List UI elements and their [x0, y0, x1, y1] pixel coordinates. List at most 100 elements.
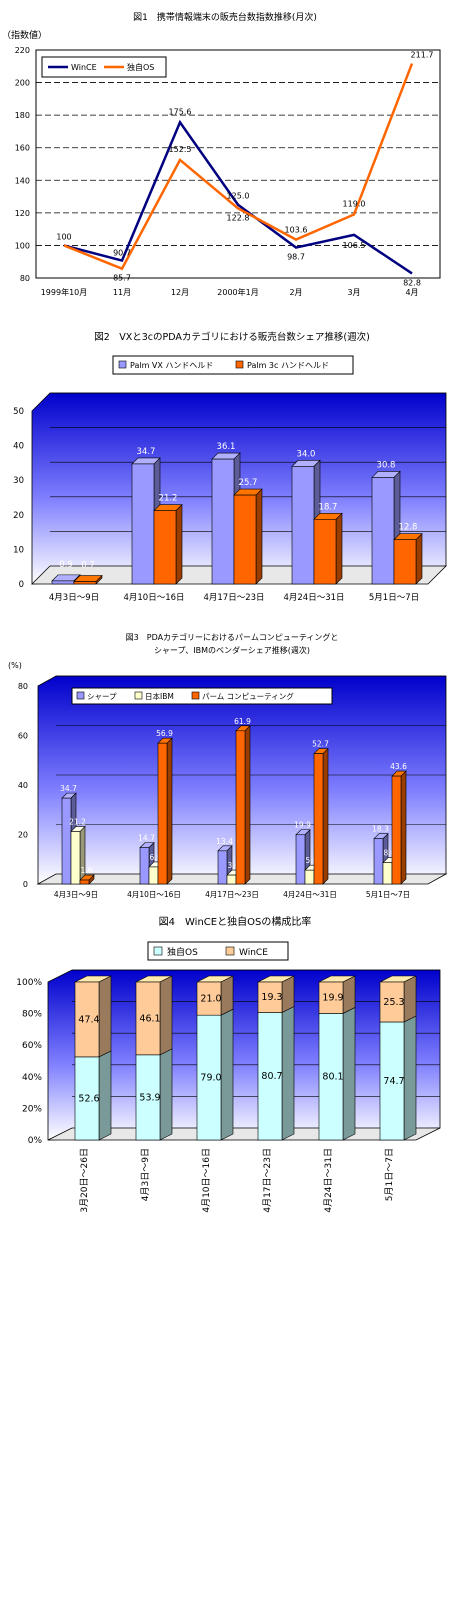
- chart-2-ytick-label: 30: [13, 476, 24, 486]
- chart-3-legend: シャープ 日本IBM パーム コンピューティング: [71, 687, 333, 705]
- chart-2-bar-palm-3c-side: [335, 512, 343, 585]
- chart-2-bar-palm-3c-side: [175, 503, 183, 585]
- chart-2-bar-palm-vx: [51, 580, 75, 585]
- chart-2: 図2 VXと3cのPDAカテゴリにおける販売台数シェア推移(週次) Palm V…: [13, 331, 447, 603]
- chart-2-xtick-label: 4月3日～9日: [49, 593, 99, 603]
- chart-4-xtick-label: 4月24日～31日: [323, 1148, 334, 1213]
- chart-4-bar-wince-side: [403, 975, 417, 1023]
- chart-4-bar-wince-side: [159, 975, 173, 1056]
- chart-4-bar-wince-side: [98, 975, 112, 1058]
- chart-4-bar-wince: [74, 981, 100, 1058]
- chart-4-ytick-label: 80%: [22, 1010, 42, 1020]
- chart-3-data-label: 6.9: [150, 853, 162, 862]
- chart-1-series-dokuji-os-line: [63, 63, 414, 271]
- chart-2-ytick-label: 50: [13, 407, 24, 417]
- chart-4: 図4 WinCEと独自OSの構成比率 独自OS WinCE 0% 20% 40% 60…: [16, 915, 441, 1213]
- chart-2-bar-palm-3c: [393, 539, 417, 585]
- chart-3-data-label: 14.7: [138, 834, 155, 843]
- chart-4-xtick-label: 4月17日～23日: [262, 1148, 273, 1213]
- chart-2-data-label: 30.8: [377, 460, 396, 470]
- chart-2-xtick-label: 5月1日～7日: [369, 593, 419, 603]
- chart-3-xtick-label: 4月10日～16日: [127, 890, 181, 899]
- legend-label-dokuji-os-4: 独自OS: [167, 946, 198, 958]
- chart-3-data-label: 3.6: [228, 861, 240, 870]
- chart-4-bar-dokuji-os: [74, 1056, 100, 1141]
- chart-4-bar-wince: [318, 981, 344, 1014]
- legend-swatch-dokuji-os-4: [153, 946, 163, 956]
- chart-3-data-label: 8.6: [384, 849, 396, 858]
- chart-3-bar-palm-computing-side: [322, 747, 329, 885]
- chart-1-ytick-label: 120: [15, 209, 30, 218]
- chart-4-ytick-label: 40%: [22, 1073, 42, 1083]
- chart-2-bar-palm-vx: [291, 466, 315, 585]
- chart-3-bar-palm-computing: [157, 742, 168, 885]
- chart-4-bar-dokuji-os: [318, 1013, 344, 1141]
- chart-3-bar-ibm: [382, 862, 393, 885]
- chart-4-data-label: 74.7: [383, 1076, 404, 1087]
- chart-1-data-label: 211.7: [411, 51, 434, 60]
- chart-4-xtick-label: 3月20日～26日: [79, 1148, 90, 1213]
- chart-3-ytick-label: 60: [18, 732, 28, 741]
- legend-swatch-palm-computing: [191, 691, 200, 700]
- chart-3-data-label: 56.9: [156, 729, 173, 738]
- chart-2-ytick-label: 10: [13, 545, 24, 555]
- chart-1-ylabel: （指数値）: [2, 29, 47, 41]
- chart-4-bar-wince: [379, 981, 405, 1023]
- chart-3-data-label: 19.9: [294, 821, 311, 830]
- chart-1-series-wince-line: [63, 119, 413, 275]
- chart-4-ytick-label: 100%: [16, 978, 42, 988]
- chart-4-title: 図4 WinCEと独自OSの構成比率: [159, 915, 312, 928]
- legend-swatch-ibm: [134, 691, 143, 700]
- chart-1-data-label: 103.6: [285, 226, 308, 235]
- chart-1-data-label: 152.5: [169, 145, 192, 154]
- chart-3: 図3 PDAカテゴリーにおけるパームコンピューティングと シャープ、IBMのベン…: [8, 632, 448, 899]
- chart-4-bar-dokuji-os-side: [403, 1015, 417, 1141]
- chart-4-bar-wince: [257, 981, 283, 1013]
- chart-4-bar-wince: [196, 981, 222, 1016]
- chart-2-xtick-label: 4月24日～31日: [283, 593, 344, 603]
- chart-3-data-label: 5.6: [306, 856, 318, 865]
- chart-1-xtick-label: 11月: [113, 288, 131, 297]
- chart-3-ytick-label: 40: [18, 781, 28, 790]
- legend-label-wince: WinCE: [71, 63, 97, 72]
- chart-3-bar-ibm: [304, 869, 315, 885]
- chart-3-xtick-label: 4月3日～9日: [54, 890, 98, 899]
- chart-4-data-label: 80.1: [322, 1072, 343, 1083]
- chart-2-bar-palm-3c-side: [415, 532, 423, 585]
- chart-3-data-label: 34.7: [60, 784, 77, 793]
- chart-4-bar-dokuji-os-side: [342, 1006, 356, 1141]
- chart-1-ytick-label: 220: [15, 46, 30, 55]
- chart-4-data-label: 19.9: [322, 993, 343, 1004]
- chart-2-xtick-label: 4月17日～23日: [203, 593, 264, 603]
- chart-2-data-label: 34.0: [297, 449, 316, 459]
- legend-label-palm-3c: Palm 3c ハンドヘルド: [247, 361, 329, 370]
- chart-2-data-label: 25.7: [239, 478, 258, 488]
- chart-3-bar-sharp: [373, 838, 384, 885]
- chart-4-ytick-label: 20%: [22, 1104, 42, 1114]
- chart-1-data-label: 85.7: [113, 274, 131, 283]
- chart-4-bar-dokuji-os-side: [98, 1050, 112, 1141]
- chart-3-ytick-label: 80: [18, 682, 28, 691]
- chart-3-bar-palm-computing: [79, 879, 90, 885]
- chart-4-data-label: 21.0: [200, 994, 221, 1005]
- chart-4-data-label: 46.1: [139, 1013, 160, 1024]
- chart-4-xtick-label: 4月3日～9日: [140, 1148, 151, 1201]
- chart-2-bar-palm-3c-side: [255, 488, 263, 585]
- chart-4-bar-dokuji-os: [257, 1012, 283, 1141]
- chart-3-data-label: 52.7: [312, 740, 329, 749]
- chart-3-bar-palm-computing: [235, 730, 246, 885]
- chart-1-xtick-label: 3月: [347, 288, 360, 297]
- legend-swatch-wince-4: [225, 946, 235, 956]
- chart-4-ytick-label: 0%: [28, 1136, 43, 1146]
- chart-1: 図1 携帯情報端末の販売台数指数推移(月次) （指数値） 80 100 120 140…: [2, 11, 441, 297]
- chart-1-ytick-label: 80: [20, 274, 30, 283]
- chart-2-bar-palm-vx: [131, 463, 155, 585]
- chart-3-xtick-label: 4月17日～23日: [205, 890, 259, 899]
- chart-1-xtick-label: 4月: [405, 288, 418, 297]
- chart-2-bar-palm-vx: [211, 458, 235, 585]
- legend-swatch-sharp: [76, 691, 85, 700]
- chart-2-data-label: 0.7: [81, 561, 95, 571]
- chart-1-legend: WinCE 独自OS: [41, 56, 167, 78]
- chart-1-ytick-label: 160: [15, 144, 30, 153]
